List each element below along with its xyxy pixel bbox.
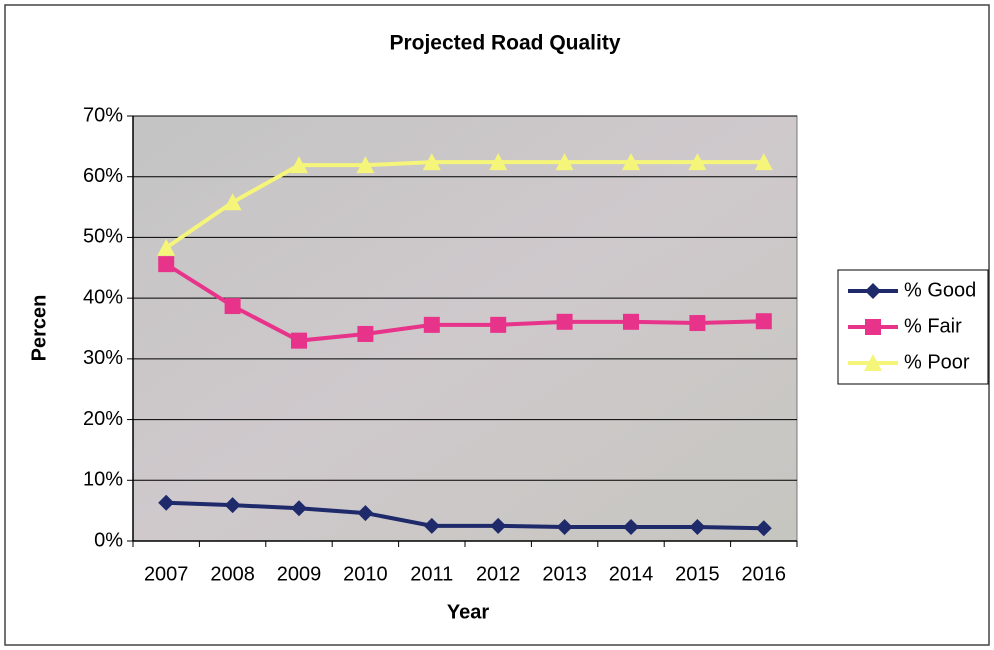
y-tick-label: 0%	[94, 529, 123, 551]
data-point	[755, 520, 772, 537]
x-tick-label: 2009	[277, 563, 322, 585]
data-point	[423, 517, 440, 534]
data-point	[158, 494, 175, 511]
y-tick-label: 10%	[83, 469, 123, 491]
series-line	[165, 160, 764, 250]
data-point	[423, 316, 440, 333]
y-tick-label: 40%	[83, 286, 123, 308]
y-tick-label: 50%	[83, 226, 123, 248]
x-tick-label: 2008	[210, 563, 255, 585]
data-point	[689, 519, 706, 536]
data-point	[555, 153, 574, 171]
plot-area	[132, 115, 798, 542]
data-point	[556, 519, 573, 536]
data-point	[422, 153, 441, 171]
data-point	[158, 256, 175, 273]
data-point	[224, 298, 241, 315]
data-point	[556, 313, 573, 330]
data-point	[291, 500, 307, 517]
y-tick-label: 60%	[83, 165, 123, 187]
x-tick-label: 2012	[476, 563, 521, 585]
series-line	[165, 262, 764, 343]
data-point	[223, 193, 242, 211]
y-axis-label: Percen	[28, 295, 50, 362]
x-tick-label: 2014	[609, 563, 654, 585]
x-tick-label: 2015	[675, 563, 720, 585]
data-point	[224, 497, 241, 514]
data-point	[623, 313, 639, 330]
data-point	[291, 332, 307, 349]
x-tick-label: 2007	[144, 563, 189, 585]
data-point	[688, 153, 707, 171]
x-tick-label: 2011	[410, 563, 453, 585]
x-tick-label: 2013	[542, 563, 587, 585]
data-point	[490, 517, 507, 534]
data-point	[290, 156, 308, 174]
data-point	[357, 505, 374, 522]
data-point	[490, 316, 507, 333]
x-tick-label: 2016	[742, 563, 787, 585]
x-axis-label: Year	[447, 601, 489, 623]
legend-marker	[865, 319, 881, 335]
data-point	[754, 153, 773, 171]
chart-title: Projected Road Quality	[389, 32, 620, 55]
data-point	[755, 313, 772, 330]
y-tick-label: 20%	[83, 408, 123, 430]
legend-label: % Poor	[904, 351, 970, 373]
data-point	[157, 238, 176, 256]
legend-marker	[865, 283, 881, 299]
data-point	[623, 519, 639, 536]
legend-marker	[864, 354, 882, 371]
data-point	[622, 153, 640, 171]
data-point	[357, 325, 374, 342]
y-tick-label: 30%	[83, 347, 123, 369]
legend-label: % Good	[904, 279, 976, 301]
y-tick-label: 70%	[83, 104, 123, 126]
data-point	[489, 153, 508, 171]
data-point	[356, 156, 375, 174]
legend-label: % Fair	[904, 315, 962, 337]
series-line	[166, 500, 764, 531]
x-tick-label: 2010	[343, 563, 388, 585]
data-point	[689, 315, 706, 332]
